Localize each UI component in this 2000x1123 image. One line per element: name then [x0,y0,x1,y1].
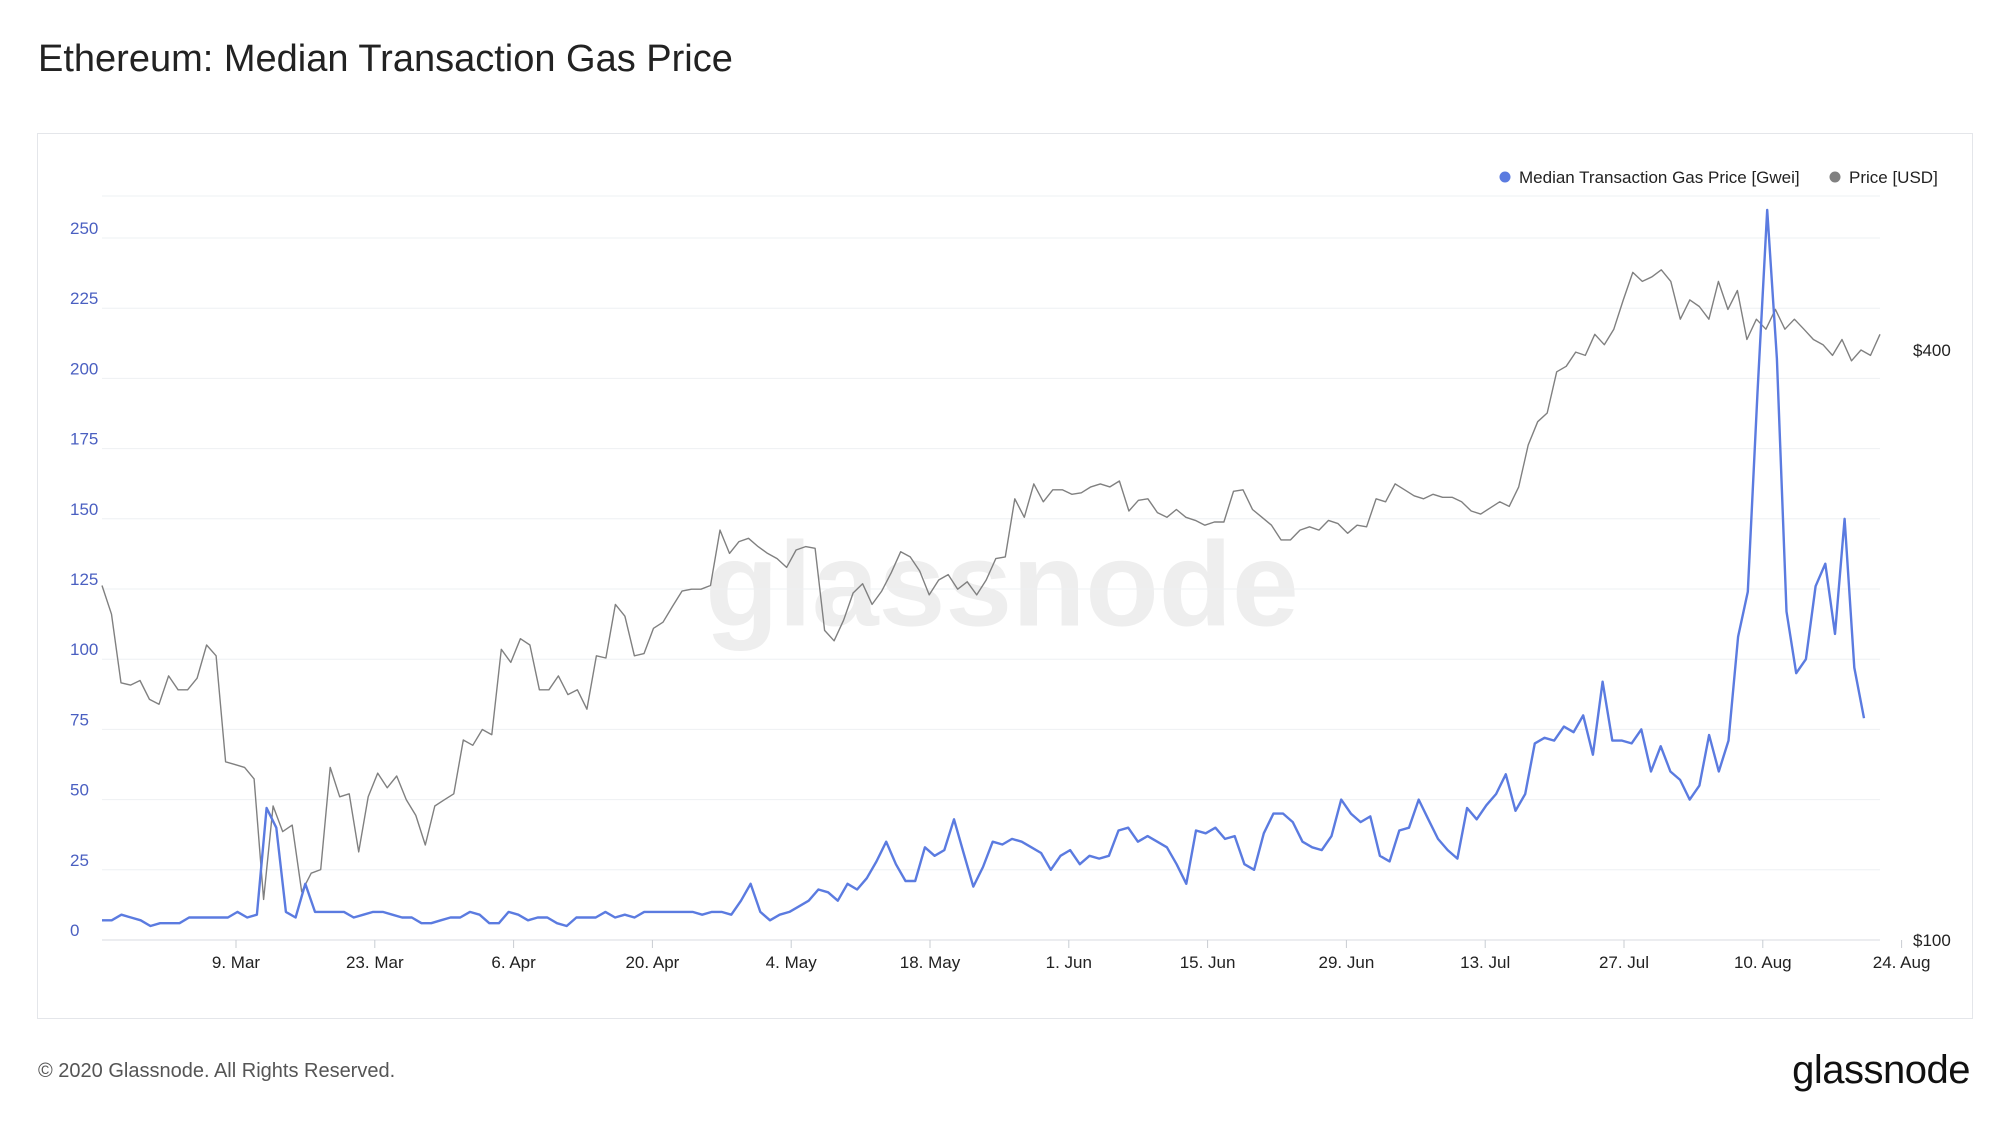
legend: Price [USD] Median Transaction Gas Price … [1499,168,1938,187]
y-left-tick-label: 50 [70,781,89,800]
legend-label[interactable]: Median Transaction Gas Price [Gwei] [1519,168,1800,187]
y-left-tick-label: 25 [70,851,89,870]
y-left-tick-label: 225 [70,289,98,308]
y-left-tick-label: 175 [70,430,98,449]
glassnode-logo: glassnode [1792,1048,1970,1092]
chart-frame: glassnode 9. Mar 23. Mar 6. Apr 20. Apr 4. M… [37,133,1973,1019]
y-left-tick-label: 0 [70,921,79,940]
x-tick-label: 20. Apr [625,953,679,972]
y-right-tick-label: $400 [1913,341,1951,360]
x-tick-label: 13. Jul [1460,953,1510,972]
x-tick-label: 1. Jun [1046,953,1092,972]
chart-canvas[interactable]: glassnode 9. Mar 23. Mar 6. Apr 20. Apr 4. M… [38,134,1974,1020]
x-tick-label: 27. Jul [1599,953,1649,972]
y-left-tick-label: 75 [70,710,89,729]
gas-price-line [102,208,1866,928]
y-axis-left: 0 25 50 75 100 125 150 175 200 225 250 [70,219,98,940]
series [101,208,1881,928]
x-tick-label: 10. Aug [1734,953,1792,972]
y-left-tick-label: 150 [70,500,98,519]
y-left-tick-label: 250 [70,219,98,238]
legend-label[interactable]: Price [USD] [1849,168,1938,187]
x-tick-label: 6. Apr [491,953,536,972]
grid-lines [102,195,1880,941]
x-tick-label: 4. May [766,953,818,972]
x-tick-label: 15. Jun [1180,953,1236,972]
x-tick-label: 29. Jun [1319,953,1375,972]
watermark: glassnode [705,518,1299,652]
x-axis: 9. Mar 23. Mar 6. Apr 20. Apr 4. May 18. May 1… [212,940,1931,972]
x-tick-label: 18. May [900,953,961,972]
y-axis-right: $100 $400 [1913,341,1951,950]
page-title: Ethereum: Median Transaction Gas Price [38,38,733,80]
y-left-tick-label: 100 [70,640,98,659]
copyright-text: © 2020 Glassnode. All Rights Reserved. [38,1060,396,1082]
y-right-tick-label: $100 [1913,931,1951,950]
x-tick-label: 9. Mar [212,953,261,972]
y-left-tick-label: 200 [70,359,98,378]
x-tick-label: 23. Mar [346,953,404,972]
y-left-tick-label: 125 [70,570,98,589]
x-tick-label: 24. Aug [1873,953,1931,972]
legend-marker [1829,171,1841,183]
price-usd-line [101,269,1881,901]
legend-marker [1499,171,1511,183]
